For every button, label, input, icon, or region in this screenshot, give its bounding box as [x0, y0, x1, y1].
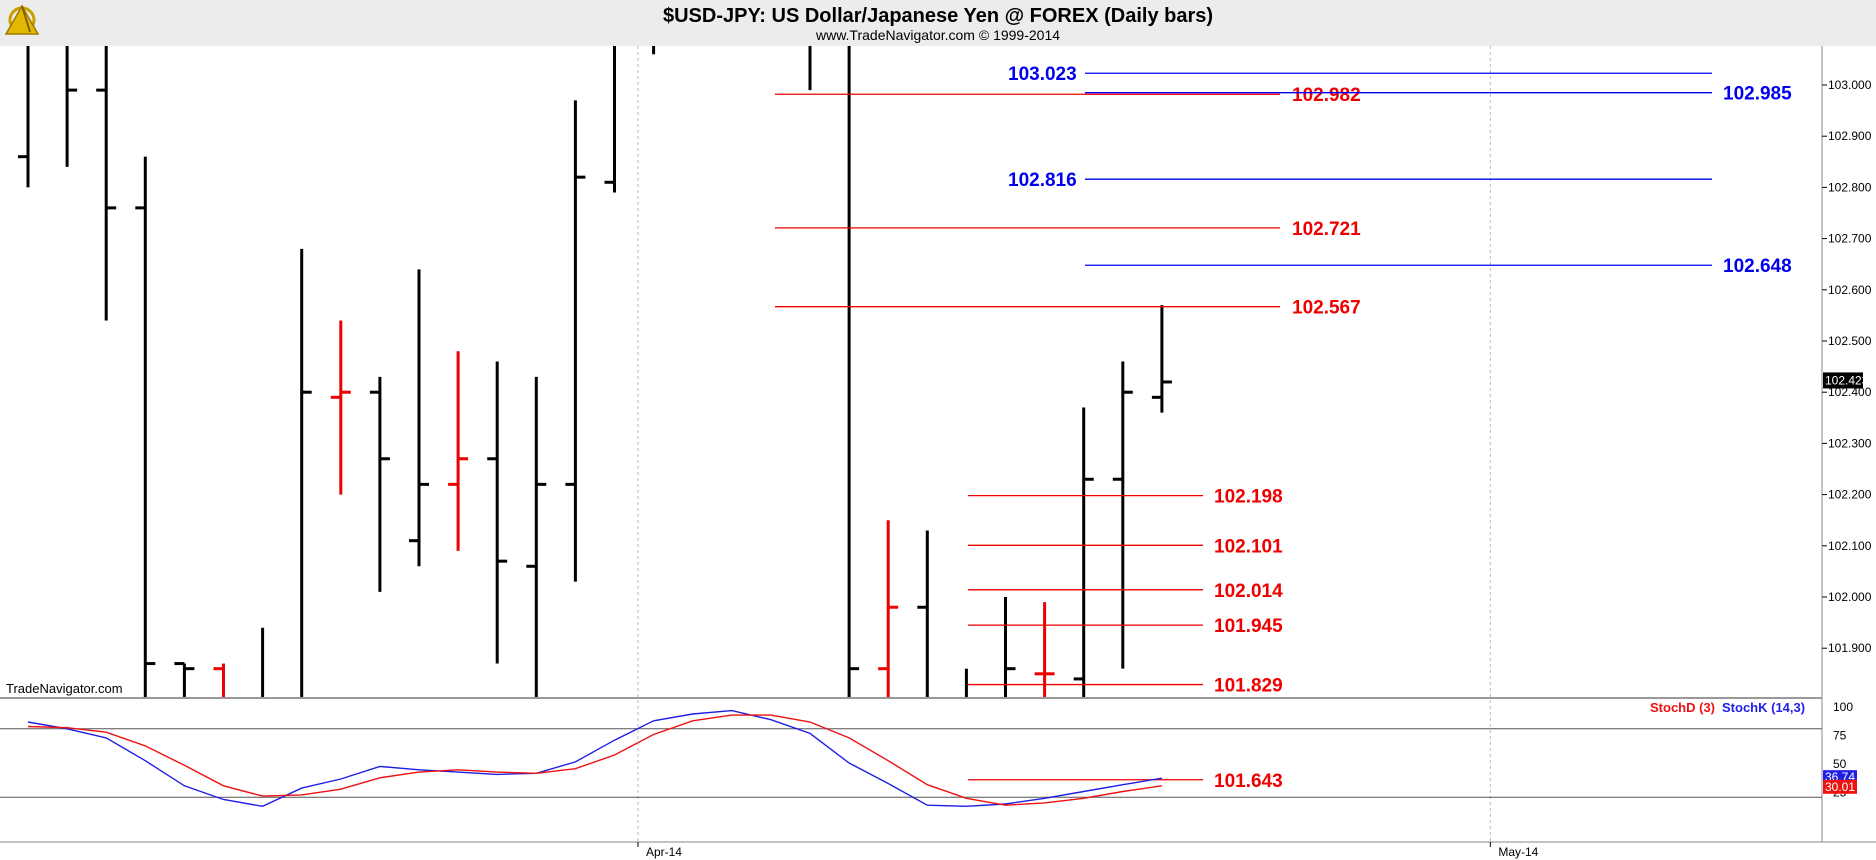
- ohlc-bar: [917, 530, 929, 697]
- price-level-label: 103.023: [1008, 64, 1077, 85]
- price-level-label: 101.643: [1214, 771, 1283, 792]
- stochk-line: [27, 709, 1163, 808]
- stoch-tick-label: 50: [1833, 757, 1847, 771]
- ohlc-bar: [487, 361, 508, 664]
- stoch-tick-label: 75: [1833, 729, 1847, 743]
- copyright-text: www.TradeNavigator.com © 1999-2014: [815, 27, 1060, 43]
- ohlc-bar: [565, 100, 586, 582]
- sextant-logo-icon: [4, 4, 40, 35]
- price-level-label: 102.567: [1292, 298, 1361, 319]
- price-axis: 103.000 102.900 102.800 102.700 102.600 102.5…: [1822, 78, 1872, 655]
- ohlc-bar: [604, 46, 616, 193]
- time-axis: Apr-14 May-14: [637, 842, 1539, 859]
- price-tick-label: 103.000: [1828, 78, 1872, 92]
- stochd-last-value: 30.01: [1825, 780, 1855, 794]
- ohlc-bars: [18, 46, 1172, 697]
- price-tick-label: 102.500: [1828, 334, 1872, 348]
- ohlc-bar: [1112, 361, 1133, 669]
- ohlc-bar: [1073, 407, 1094, 697]
- price-tick-label: 102.100: [1828, 539, 1872, 553]
- ohlc-bar: [174, 662, 195, 697]
- price-level-label: 102.101: [1214, 536, 1283, 557]
- ohlc-bar: [1004, 597, 1016, 697]
- legend-stochd: StochD (3): [1650, 700, 1715, 715]
- price-level-label: 102.014: [1214, 581, 1283, 602]
- stoch-tick-label: 100: [1833, 700, 1853, 714]
- price-tick-label: 102.800: [1828, 180, 1872, 194]
- price-tick-label: 102.200: [1828, 488, 1872, 502]
- price-level-label: 102.982: [1292, 85, 1361, 106]
- stoch-panel: [0, 699, 1822, 841]
- ohlc-bar: [18, 46, 30, 188]
- time-tick-label: Apr-14: [646, 845, 682, 859]
- last-price-label: 102.423: [1825, 373, 1869, 387]
- price-level-label: 102.721: [1292, 219, 1361, 240]
- ohlc-bar: [213, 663, 225, 697]
- price-tick-label: 101.900: [1828, 641, 1872, 655]
- ohlc-bar: [300, 248, 312, 697]
- ohlc-bar: [330, 320, 351, 495]
- price-tick-label: 102.300: [1828, 436, 1872, 450]
- legend-stochk: StochK (14,3): [1722, 700, 1805, 715]
- ohlc-bar: [135, 156, 156, 697]
- time-tick-label: May-14: [1498, 845, 1538, 859]
- price-tick-label: 102.600: [1828, 283, 1872, 297]
- ohlc-bar: [409, 269, 429, 567]
- stochastic-indicator: 100755025StochD (3)StochK (14,3)36.7430.…: [0, 700, 1857, 808]
- watermark-text: TradeNavigator.com: [6, 681, 123, 696]
- ohlc-bar: [96, 46, 117, 321]
- header-band: [0, 0, 1876, 46]
- ohlc-bar: [847, 46, 860, 697]
- price-level-label: 101.945: [1214, 616, 1283, 637]
- last-price-marker: [1823, 372, 1863, 389]
- ohlc-bar: [526, 376, 547, 697]
- price-levels: 103.023 102.982 102.985 102.816 102.721 102.6…: [775, 64, 1792, 792]
- price-level-label: 102.198: [1214, 487, 1283, 508]
- price-tick-label: 102.000: [1828, 590, 1872, 604]
- ohlc-bar: [878, 520, 899, 697]
- price-tick-label: 102.900: [1828, 129, 1872, 143]
- price-level-label: 102.648: [1723, 256, 1792, 277]
- ohlc-bar: [448, 351, 469, 551]
- price-tick-label: 102.700: [1828, 232, 1872, 246]
- stochd-line: [27, 714, 1163, 806]
- price-level-label: 102.985: [1723, 84, 1792, 105]
- stochd-last-marker: [1823, 779, 1857, 794]
- ohlc-bar: [369, 376, 390, 592]
- price-level-label: 101.829: [1214, 676, 1283, 697]
- ohlc-bar: [65, 46, 78, 167]
- ohlc-bar: [1151, 305, 1172, 413]
- price-tick-label: 102.400: [1828, 385, 1872, 399]
- price-panel: [0, 46, 1822, 697]
- price-level-label: 102.816: [1008, 170, 1077, 191]
- chart-title: $USD-JPY: US Dollar/Japanese Yen @ FOREX…: [663, 5, 1213, 27]
- ohlc-bar: [1034, 602, 1055, 697]
